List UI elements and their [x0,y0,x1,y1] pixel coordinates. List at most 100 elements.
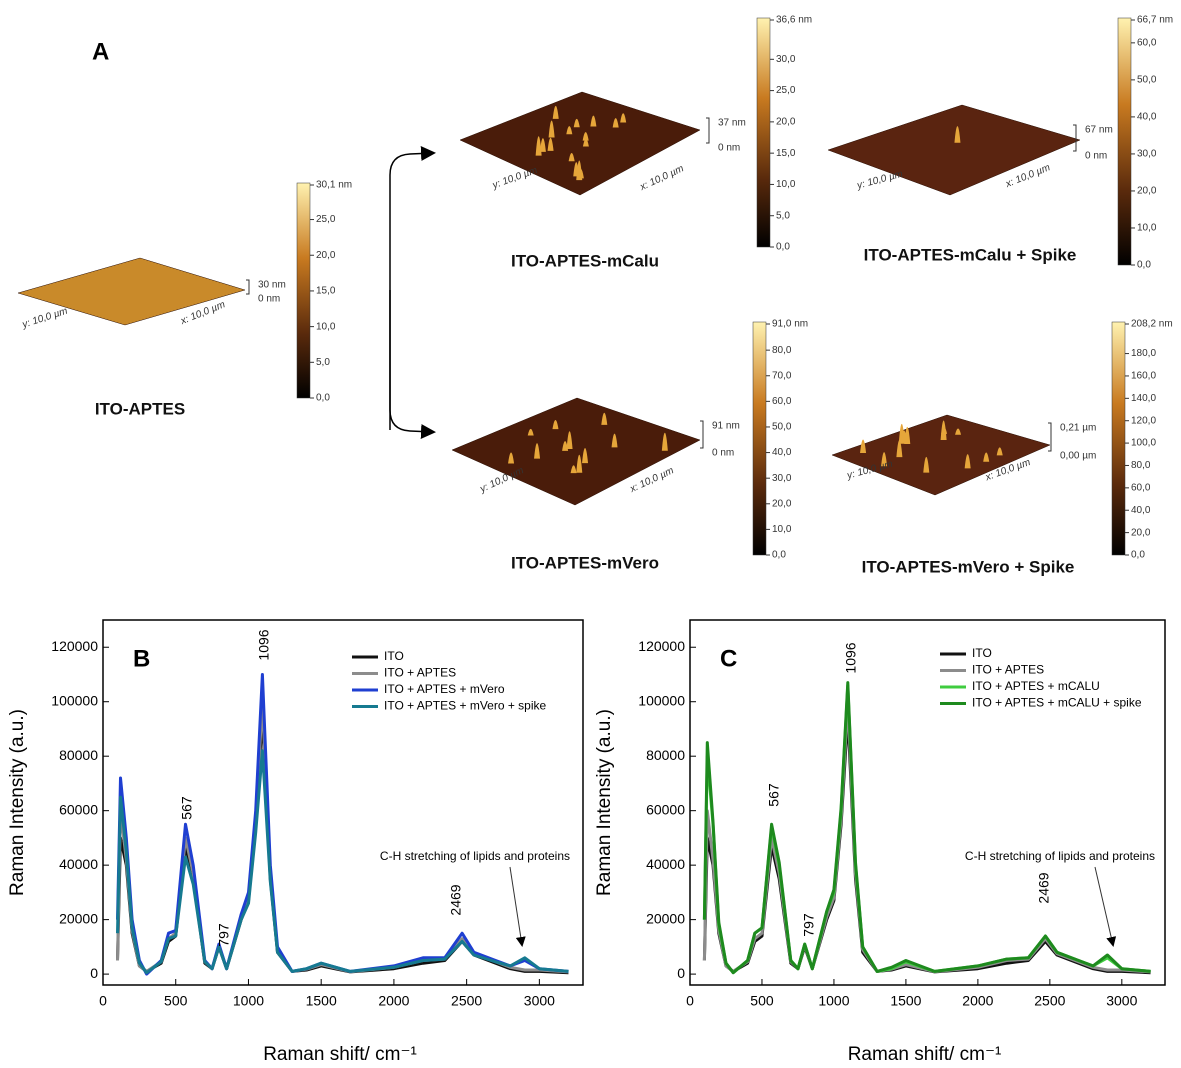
caption: ITO-APTES-mVero [511,553,659,572]
colorbar-label: 180,0 [1131,348,1156,359]
afm-peak [568,153,575,162]
x-tick-label: 500 [164,993,188,1009]
x-tick-label: 2500 [451,993,482,1009]
colorbar-label: 30,0 [776,54,796,65]
afm-peak [955,428,962,435]
afm-peak [590,115,597,127]
colorbar-label: 70,0 [772,370,792,381]
afm-peak [582,448,589,464]
afm-peak [612,118,619,128]
colorbar [752,321,767,556]
plot-frame [102,619,584,986]
height-bracket [706,117,710,144]
afm-peak [570,465,577,474]
afm-peak [582,138,589,147]
panel-label: A [92,38,109,65]
height-label: 91 nm [712,421,740,432]
y-tick-label: 80000 [59,747,98,763]
afm-peak [539,138,546,152]
afm-peak [601,412,608,425]
colorbar-label: 120,0 [1131,415,1156,426]
afm-peak [527,428,534,436]
height-bracket [1048,422,1052,452]
arrow [389,290,436,439]
colorbar-label: 91,0 nm [772,319,808,330]
colorbar-label: 20,0 [1131,527,1151,538]
y-tick-label: 60000 [646,801,685,817]
afm-peak [576,454,583,473]
afm-peak [573,118,580,128]
y-tick-label: 20000 [646,910,685,926]
peak-label: 1096 [256,629,272,660]
peak-label: 567 [766,783,782,807]
axis-label: y: 10,0 µm [490,165,539,192]
y-tick-label: 120000 [638,638,685,654]
x-tick-label: 500 [750,993,774,1009]
x-tick-label: 1500 [306,993,337,1009]
height-label: 37 nm [718,118,746,129]
legend-label: ITO + APTES [384,666,456,680]
annotation: C-H stretching of lipids and proteins [380,849,570,863]
x-tick-label: 0 [686,993,694,1009]
panel-label: B [133,645,150,672]
afm-peak [508,452,515,464]
x-tick-label: 2500 [1034,993,1065,1009]
x-tick-label: 3000 [524,993,555,1009]
y-axis-label: Raman Intensity (a.u.) [594,709,615,896]
colorbar-label: 20,0 [776,117,796,128]
axis-label: y: 10,0 µm [20,306,69,331]
x-tick-label: 1000 [818,993,849,1009]
afm-peak [611,433,618,448]
y-tick-label: 100000 [638,692,685,708]
afm-peak [566,126,573,135]
colorbar-label: 0,0 [1137,260,1151,271]
panel-label: C [720,645,737,672]
afm-peak [566,431,573,449]
caption: ITO-APTES-mVero + Spike [862,557,1075,576]
height-label: 30 nm [258,280,286,291]
colorbar-label: 25,0 [316,214,336,225]
y-tick-label: 40000 [59,856,98,872]
height-label: 0,00 µm [1060,451,1096,462]
afm-surface [17,257,246,326]
colorbar-label: 60,0 [1137,37,1157,48]
afm-peak [996,447,1003,456]
afm-peak [881,452,888,467]
colorbar-label: 80,0 [1131,460,1151,471]
series-line [116,749,569,975]
y-tick-label: 0 [677,965,685,981]
legend-label: ITO [384,649,404,663]
height-bracket [246,279,250,295]
afm-peak [534,443,541,459]
caption: ITO-APTES-mCalu [511,251,659,270]
height-label: 0,21 µm [1060,423,1096,434]
colorbar-label: 66,7 nm [1137,15,1173,26]
x-tick-label: 2000 [378,993,409,1009]
y-tick-label: 120000 [51,638,98,654]
afm-peak [860,439,867,454]
afm-peak [548,120,555,138]
afm-peak [562,441,569,451]
afm-peak [661,432,668,451]
colorbar-label: 5,0 [776,210,790,221]
annotation-arrow [1094,866,1117,947]
peak-label: 2469 [1036,872,1052,903]
colorbar-label: 0,0 [1131,550,1145,561]
afm-peak [954,126,961,143]
series-line [702,681,1151,975]
afm-peak [923,456,930,473]
colorbar-label: 10,0 [772,524,792,535]
arrow [389,146,436,430]
colorbar-label: 30,1 nm [316,180,352,191]
colorbar-label: 50,0 [1137,75,1157,86]
peak-label: 797 [216,923,232,947]
x-axis-label: Raman shift/ cm⁻¹ [263,1044,417,1065]
colorbar-label: 40,0 [1131,505,1151,516]
caption: ITO-APTES-mCalu + Spike [864,245,1077,264]
colorbar-label: 36,6 nm [776,15,812,26]
y-tick-label: 40000 [646,856,685,872]
afm-peak [547,137,554,151]
afm-peak [577,169,584,179]
caption: ITO-APTES [95,399,185,418]
